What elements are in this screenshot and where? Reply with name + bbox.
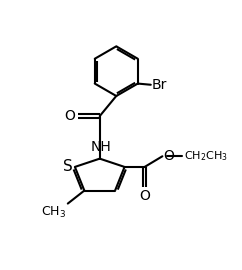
Text: O: O xyxy=(65,109,76,123)
Text: CH$_3$: CH$_3$ xyxy=(41,205,66,220)
Text: S: S xyxy=(63,159,73,174)
Text: Br: Br xyxy=(152,78,167,92)
Text: O: O xyxy=(139,189,150,203)
Text: NH: NH xyxy=(91,140,111,154)
Text: CH$_2$CH$_3$: CH$_2$CH$_3$ xyxy=(184,149,228,163)
Text: O: O xyxy=(164,148,174,163)
